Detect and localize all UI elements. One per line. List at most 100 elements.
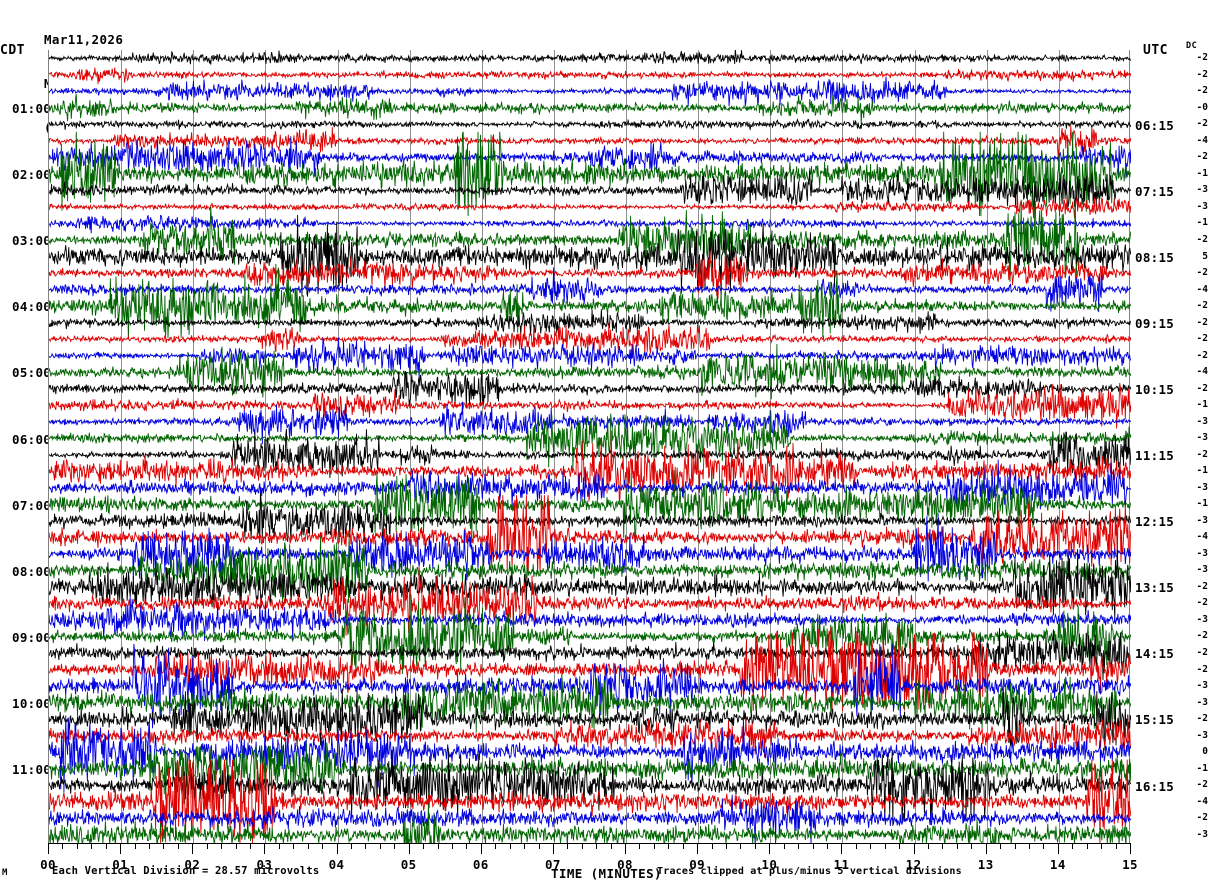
waveform-trace [49,566,1131,636]
waveform-trace [49,309,1131,335]
cdt-time-label: 11:00 [12,761,52,777]
cdt-time-label: 07:00 [12,497,52,513]
waveform-trace [49,803,1131,843]
x-tick-major [841,843,843,854]
x-tick-minor [1029,843,1030,849]
x-tick-minor [451,843,453,849]
waveform-trace [49,533,1131,605]
dc-value: -1 [1196,167,1208,179]
waveform-trace [49,594,1131,676]
dc-value: -1 [1196,498,1208,510]
x-tick-major [913,843,915,854]
dc-value: -3 [1196,680,1208,692]
dc-value: -3 [1196,564,1208,576]
x-tick-minor [682,843,684,849]
dc-value: -1 [1196,465,1208,477]
x-tick-label: 14 [1049,857,1066,872]
utc-time-label: 13:15 [1135,580,1175,596]
dc-value: -2 [1196,580,1208,592]
waveform-trace [49,747,1131,826]
dc-value: -4 [1196,134,1208,146]
waveform-trace [49,214,1131,234]
waveform-trace [49,382,1131,429]
x-tick-minor [827,843,829,849]
x-tick-minor [798,843,800,849]
waveform-trace [49,549,1131,620]
waveform-trace [49,267,1131,313]
x-tick-minor [423,843,425,849]
waveform-trace [49,715,1131,793]
dc-value: -2 [1196,316,1208,328]
dc-value: -0 [1196,101,1208,113]
x-tick-major [697,843,699,854]
x-tick-minor [754,843,756,849]
utc-time-label: 08:15 [1135,249,1175,265]
x-tick-major [48,843,49,854]
x-tick-minor [91,843,93,849]
waveform-trace [49,136,1131,179]
waveform-trace [49,67,1131,85]
waveform-trace [49,627,1131,712]
waveform-trace [49,169,1131,210]
x-tick-minor [134,843,136,849]
waveform-trace [49,628,1131,681]
dc-value: -2 [1196,382,1208,394]
dc-value: -2 [1196,333,1208,345]
dc-value: -2 [1196,151,1208,163]
waveform-trace [49,214,1131,299]
waveform-trace [49,717,1131,758]
x-tick-minor [596,843,598,849]
cdt-timezone-label: CDT [0,43,25,58]
waveform-trace [49,194,1131,219]
dc-value: -2 [1196,349,1208,361]
dc-value: -2 [1196,812,1208,824]
x-tick-major [552,843,554,854]
dc-value: -2 [1196,118,1208,130]
waveform-trace [49,250,1131,299]
x-tick-minor [942,843,944,849]
x-tick-major [120,843,122,854]
x-tick-major [480,843,482,854]
x-tick-minor [365,843,367,849]
waveform-trace [49,118,1131,131]
dc-value: -3 [1196,432,1208,444]
clip-note: Traces clipped at plus/minus 5 vertical … [657,866,962,877]
waveform-trace [49,322,1131,359]
waveform-trace [49,685,1131,751]
waveform-canvas [49,50,1131,843]
x-tick-major [336,843,338,854]
dc-value: -2 [1196,597,1208,609]
x-tick-minor [740,843,742,849]
waveform-trace [49,199,1131,283]
x-tick-minor [524,843,526,849]
dc-value: -4 [1196,531,1208,543]
waveform-trace [49,459,1131,511]
x-tick-minor [971,843,973,849]
x-axis-ticks [48,843,1131,855]
x-tick-minor [1101,843,1103,849]
x-tick-label: 11 [833,857,850,872]
x-tick-minor [76,843,78,849]
x-tick-minor [928,843,930,849]
x-tick-minor [350,843,352,849]
cdt-time-label: 05:00 [12,365,52,381]
x-tick-minor [1000,843,1002,849]
x-tick-minor [653,843,655,849]
cdt-time-label: 03:00 [12,233,52,249]
dc-value: -4 [1196,283,1208,295]
x-tick-minor [221,843,223,849]
utc-time-label: 09:15 [1135,315,1175,331]
dc-value: -3 [1196,613,1208,625]
x-tick-label: 01 [112,857,129,872]
dc-value: -2 [1196,630,1208,642]
dc-value: -4 [1196,366,1208,378]
cdt-time-label: 01:00 [12,101,52,117]
dc-value: -4 [1196,795,1208,807]
waveform-trace [49,343,1131,400]
x-tick-minor [639,843,641,849]
utc-time-label: 12:15 [1135,514,1175,530]
waveform-trace [49,596,1131,642]
x-tick-minor [509,843,511,849]
x-tick-major [1057,843,1059,854]
